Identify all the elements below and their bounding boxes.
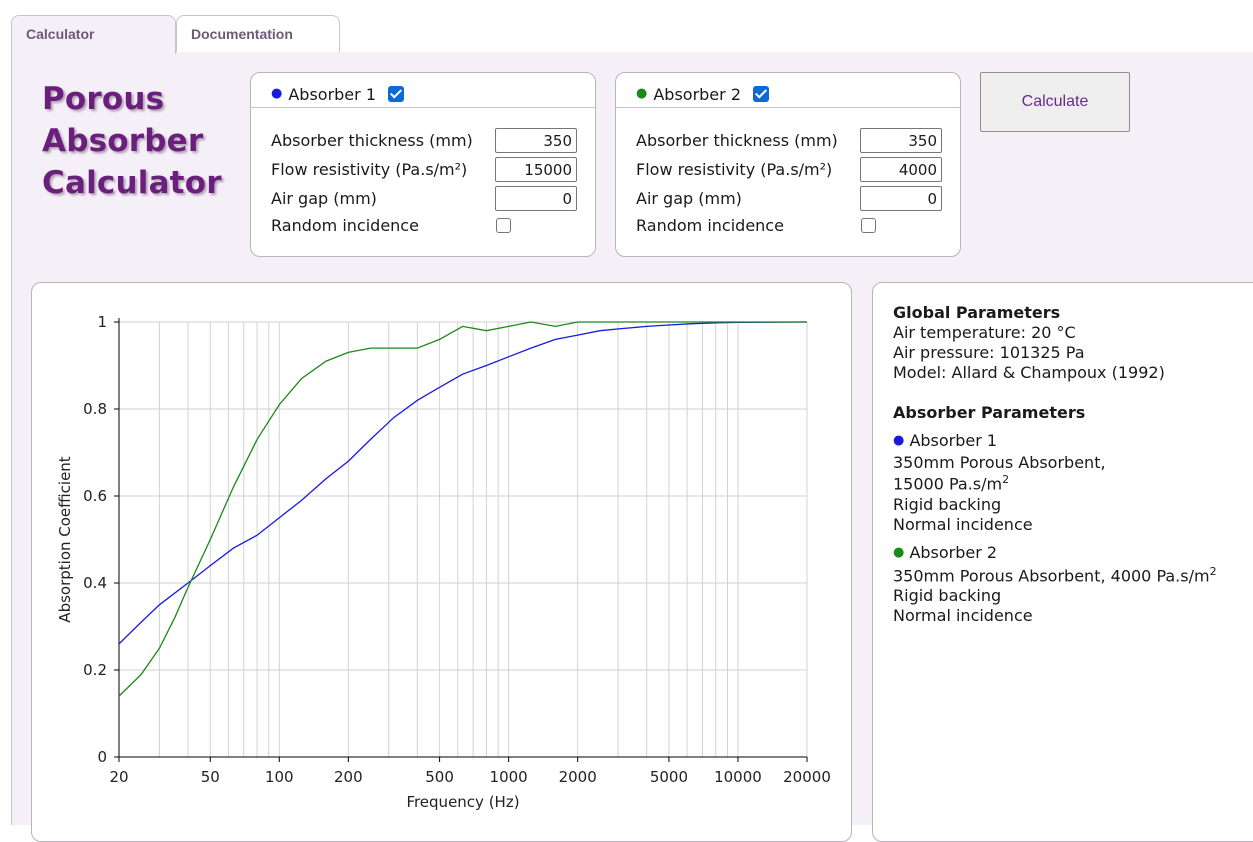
y-tick-label: 0.8 xyxy=(83,400,107,418)
absorber-2-title: Absorber 2 xyxy=(653,84,741,104)
absorber-1-incidence-text: Normal incidence xyxy=(893,515,1033,534)
absorber-1-summary-name: Absorber 1 xyxy=(909,431,998,450)
chart-panel: 0 0.2 0.4 0.6 0.8 1 20 50 100 200 500 1000 2000 5000 1… xyxy=(31,282,852,842)
x-tick-label: 100 xyxy=(265,768,294,786)
y-tick-label: 0.2 xyxy=(83,661,107,679)
absorber-1-summary-title: ● Absorber 1 xyxy=(893,431,997,450)
air-pressure-text: Air pressure: 101325 Pa xyxy=(893,343,1085,362)
absorber-2-enable-checkbox[interactable] xyxy=(753,86,769,102)
y-tick-label: 0 xyxy=(97,748,107,766)
absorber-1-title: Absorber 1 xyxy=(288,84,376,104)
absorber-2-dot-icon: ● xyxy=(893,545,905,560)
tab-bar: Calculator Documentation xyxy=(0,0,1253,54)
air-temperature-text: Air temperature: 20 °C xyxy=(893,323,1076,342)
absorber-1-flow-value: 15000 Pa.s/m xyxy=(893,474,1003,494)
absorber-2-dot-icon: ● xyxy=(636,85,648,101)
y-tick-label: 0.4 xyxy=(83,574,107,592)
absorber-1-random-checkbox[interactable] xyxy=(496,218,511,233)
x-tick-label: 10000 xyxy=(714,768,762,786)
absorber-2-flow-input[interactable]: 4000 xyxy=(860,157,942,182)
series-line-2 xyxy=(118,321,807,697)
x-tick-label: 1000 xyxy=(490,768,528,786)
y-tick-label: 1 xyxy=(97,313,107,331)
absorber-1-dot-icon: ● xyxy=(893,433,905,448)
random-incidence-label: Random incidence xyxy=(271,216,419,235)
absorber-2-summary-name: Absorber 2 xyxy=(909,543,998,562)
absorber-1-thickness-input[interactable]: 350 xyxy=(495,128,577,153)
flow-resistivity-label: Flow resistivity (Pa.s/m²) xyxy=(636,160,833,179)
y-tick-label: 0.6 xyxy=(83,487,107,505)
absorber-2-material-value: 350mm Porous Absorbent, 4000 Pa.s/m xyxy=(893,566,1210,586)
app-logo: Porous Absorber Calculator xyxy=(42,78,222,204)
absorption-chart: 0 0.2 0.4 0.6 0.8 1 20 50 100 200 500 1000 2000 5000 1… xyxy=(56,313,831,811)
x-tick-label: 20000 xyxy=(783,768,831,786)
absorber-2-incidence-text: Normal incidence xyxy=(893,606,1033,625)
absorber-2-material-text: 350mm Porous Absorbent, 4000 Pa.s/m2 xyxy=(893,565,1217,585)
thickness-label: Absorber thickness (mm) xyxy=(636,131,838,150)
air-gap-label: Air gap (mm) xyxy=(271,189,377,208)
absorber-1-enable-checkbox[interactable] xyxy=(388,86,404,102)
absorber-1-flow-text: 15000 Pa.s/m2 xyxy=(893,473,1009,493)
y-axis-label: Absorption Coefficient xyxy=(56,456,74,622)
logo-line: Absorber xyxy=(42,123,204,159)
absorber-2-backing-text: Rigid backing xyxy=(893,586,1002,605)
absorber-1-header: ● Absorber 1 xyxy=(251,73,595,108)
absorber-2-panel: ● Absorber 2 Absorber thickness (mm) 350… xyxy=(615,72,961,257)
x-tick-label: 200 xyxy=(334,768,363,786)
absorber-1-backing-text: Rigid backing xyxy=(893,495,1002,514)
calculate-button[interactable]: Calculate xyxy=(980,72,1130,132)
absorber-1-panel: ● Absorber 1 Absorber thickness (mm) 350… xyxy=(250,72,596,257)
absorber-2-header: ● Absorber 2 xyxy=(616,73,960,108)
superscript: 2 xyxy=(1209,565,1217,578)
global-parameters-heading: Global Parameters xyxy=(893,303,1061,322)
random-incidence-label: Random incidence xyxy=(636,216,784,235)
x-tick-label: 50 xyxy=(201,768,220,786)
absorber-parameters-heading: Absorber Parameters xyxy=(893,403,1086,422)
x-tick-label: 5000 xyxy=(650,768,688,786)
absorber-2-airgap-input[interactable]: 0 xyxy=(860,186,942,211)
tab-calculator[interactable]: Calculator xyxy=(11,15,176,54)
absorber-1-dot-icon: ● xyxy=(271,85,283,101)
air-gap-label: Air gap (mm) xyxy=(636,189,742,208)
absorber-2-random-checkbox[interactable] xyxy=(861,218,876,233)
logo-line: Calculator xyxy=(42,165,222,201)
absorber-1-material-text: 350mm Porous Absorbent, xyxy=(893,453,1106,472)
x-tick-label: 500 xyxy=(425,768,454,786)
x-tick-label: 2000 xyxy=(559,768,597,786)
flow-resistivity-label: Flow resistivity (Pa.s/m²) xyxy=(271,160,468,179)
tab-documentation[interactable]: Documentation xyxy=(176,15,340,53)
series-line-1 xyxy=(118,321,808,645)
logo-line: Porous xyxy=(42,81,165,117)
x-tick-label: 20 xyxy=(109,768,128,786)
absorber-2-thickness-input[interactable]: 350 xyxy=(860,128,942,153)
superscript: 2 xyxy=(1002,473,1010,486)
thickness-label: Absorber thickness (mm) xyxy=(271,131,473,150)
absorber-2-summary-title: ● Absorber 2 xyxy=(893,543,997,562)
absorber-1-flow-input[interactable]: 15000 xyxy=(495,157,577,182)
model-text: Model: Allard & Champoux (1992) xyxy=(893,363,1165,382)
absorber-1-airgap-input[interactable]: 0 xyxy=(495,186,577,211)
x-axis-label: Frequency (Hz) xyxy=(406,793,519,811)
